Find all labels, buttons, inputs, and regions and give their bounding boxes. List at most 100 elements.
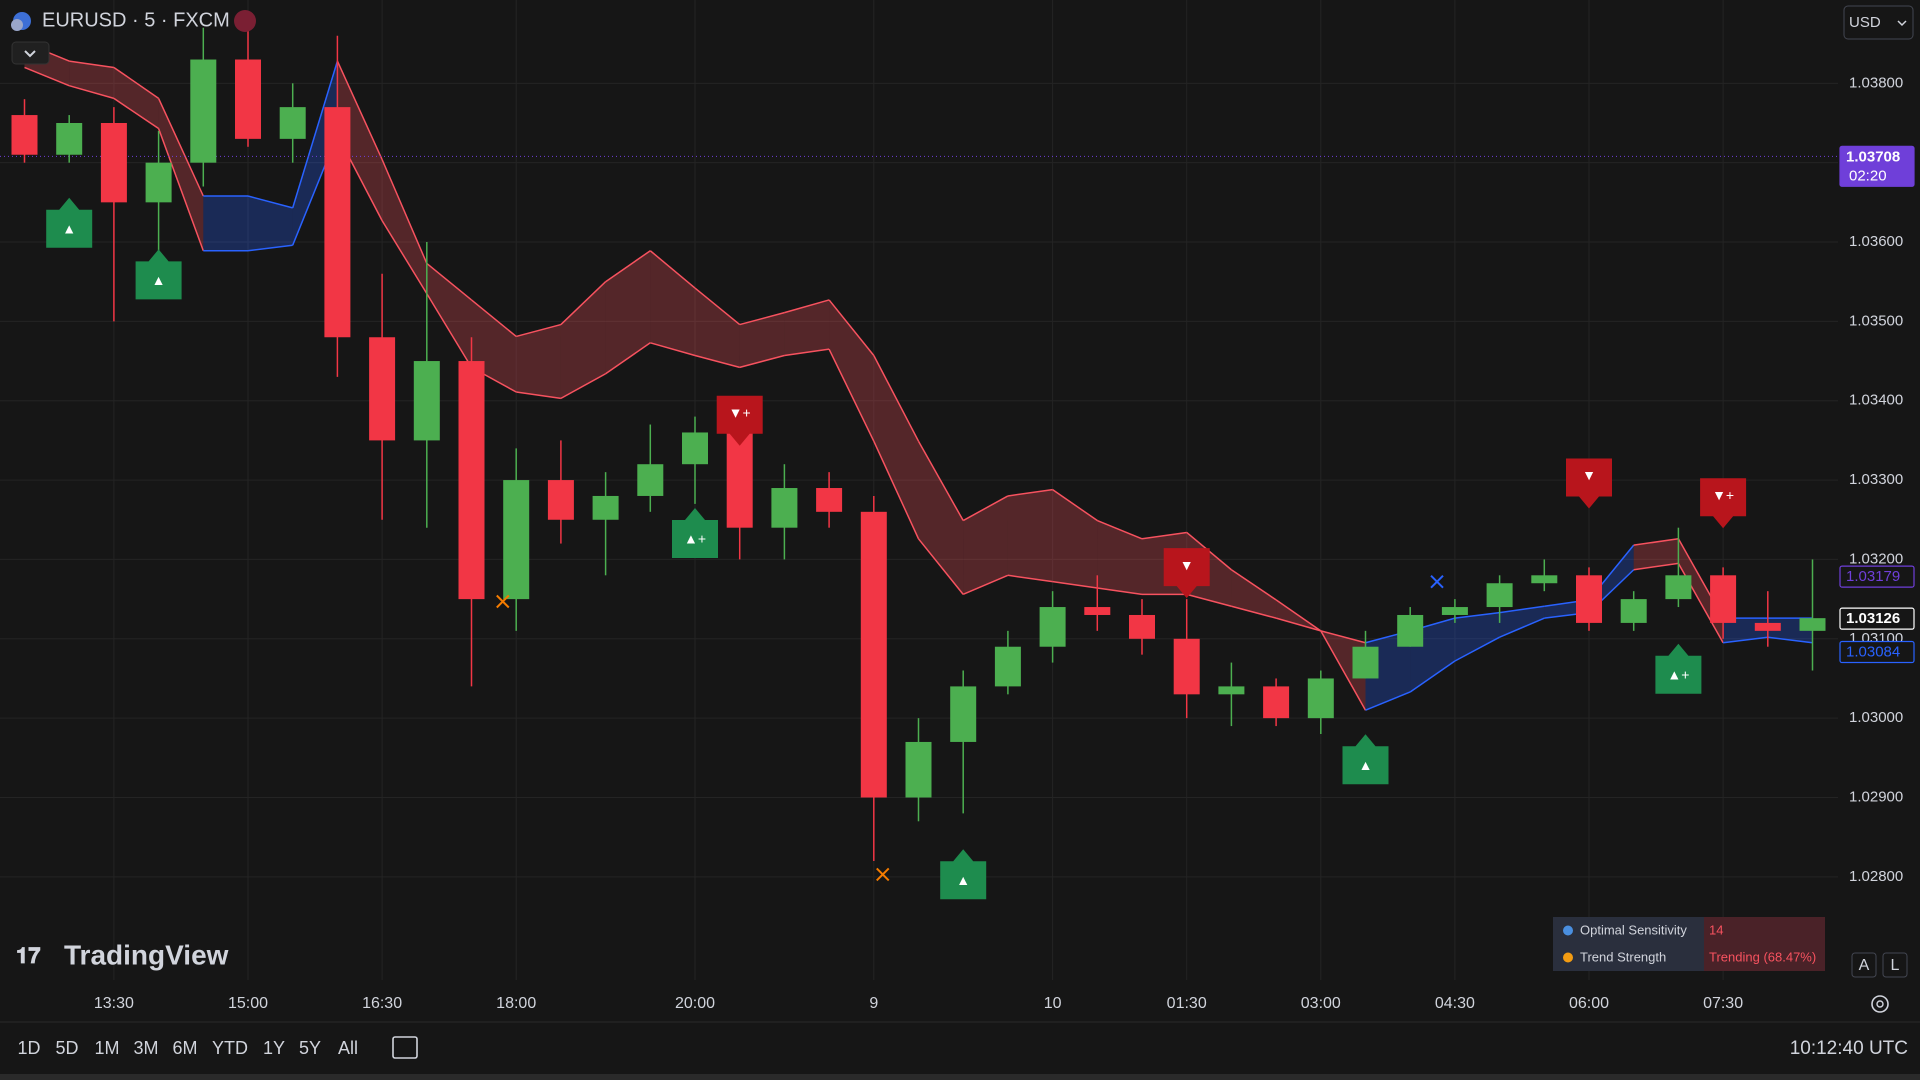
signal-label: ▼ [1180, 557, 1194, 573]
band-upper [1141, 531, 1187, 540]
band-lower [1454, 636, 1500, 662]
candle-body [413, 361, 440, 441]
candle-body [190, 59, 217, 163]
price-label-box [1839, 607, 1915, 630]
candle-body [1218, 686, 1245, 695]
info-table: Optimal Sensitivity 14 Trend Strength Trend… [1553, 917, 1825, 971]
candle-body [637, 464, 664, 496]
candle-body [503, 480, 530, 600]
band-upper [1633, 538, 1679, 546]
signal-marker [135, 249, 182, 300]
cross-marker [876, 867, 890, 882]
range-button[interactable]: 5Y [299, 1038, 321, 1058]
band-lower [560, 373, 606, 400]
collapse-icon [24, 50, 36, 58]
range-button[interactable]: 6M [172, 1038, 197, 1058]
signal-marker [1700, 478, 1747, 529]
range-button[interactable]: 1M [94, 1038, 119, 1058]
table-icon [1563, 925, 1573, 936]
band-lower [1409, 660, 1456, 693]
price-label: 1.03179 [1846, 568, 1900, 585]
range-button[interactable]: All [338, 1038, 358, 1058]
band-upper [1275, 599, 1322, 632]
range-button[interactable]: 1D [17, 1038, 40, 1058]
band-upper [471, 299, 517, 338]
collapse-button[interactable] [11, 41, 50, 65]
range-button[interactable]: 5D [55, 1038, 78, 1058]
signal-label: ▲ [62, 220, 76, 236]
settings-button[interactable] [1871, 995, 1889, 1013]
band-upper [1499, 605, 1545, 614]
table-value: Trending (68.47%) [1709, 949, 1816, 964]
toolbar: 1D 5D 1M 3M 6M YTD 1Y 5Y All [17, 1038, 358, 1058]
logo-text: TradingView [64, 939, 229, 970]
date-range-button[interactable] [392, 1036, 418, 1059]
symbol-title[interactable]: EURUSD · 5 · FXCM [42, 9, 230, 31]
currency-label: USD [1849, 14, 1881, 31]
candle-body [1665, 575, 1692, 600]
signal-label: ▲+ [1667, 666, 1689, 682]
band-fill [1499, 606, 1545, 638]
band-lower [1186, 593, 1232, 607]
x-tick-label: 13:30 [94, 995, 134, 1012]
band-fill [784, 299, 830, 356]
band-fill [113, 67, 159, 129]
band-fill [918, 441, 964, 595]
currency-button[interactable] [1843, 5, 1914, 40]
band-upper [1097, 519, 1143, 540]
band-lower [873, 440, 920, 540]
x-tick-label: 03:00 [1301, 995, 1341, 1012]
candle-body [860, 511, 887, 798]
band-fill [963, 495, 1008, 595]
candle-body [592, 495, 619, 520]
axis-button[interactable] [1851, 952, 1877, 978]
range-button[interactable]: 3M [133, 1038, 158, 1058]
candle-body [235, 59, 261, 139]
candle-body [1352, 646, 1379, 679]
range-button[interactable]: YTD [212, 1038, 248, 1058]
x-tick-label: 01:30 [1167, 995, 1207, 1012]
signal-label: ▲ [152, 272, 166, 288]
settings-icon [1876, 1000, 1884, 1008]
y-tick-label: 1.03300 [1849, 471, 1903, 488]
signal-label: ▼+ [1712, 487, 1734, 503]
band-fill [1052, 489, 1098, 588]
cross-marker [1430, 574, 1444, 589]
candle-body [1799, 618, 1826, 631]
symbol-icon [11, 19, 23, 31]
band-fill [1231, 569, 1277, 619]
candle-body [1441, 607, 1468, 615]
band-lower [605, 342, 651, 375]
signal-label: ▲+ [684, 531, 706, 547]
signal-marker [1566, 458, 1612, 509]
indicator-icon[interactable] [234, 10, 256, 32]
candle-body [1173, 638, 1200, 695]
signal-label: ▲ [956, 872, 970, 888]
x-tick-label: 04:30 [1435, 995, 1475, 1012]
table-key-cell [1553, 944, 1704, 971]
band-upper [917, 440, 964, 521]
signal-marker [1655, 643, 1702, 694]
band-upper [113, 66, 160, 100]
band-lower [1767, 636, 1813, 644]
candle-body [1084, 607, 1111, 615]
candle-body [369, 337, 396, 441]
range-button[interactable]: 1Y [263, 1038, 285, 1058]
candle-body [1129, 614, 1155, 639]
band-upper [381, 159, 428, 264]
candle-body [547, 480, 574, 520]
signal-label: ▼+ [729, 404, 751, 420]
axis-button[interactable] [1882, 952, 1908, 978]
band-upper [962, 495, 1009, 522]
band-fill [1007, 489, 1053, 582]
x-tick-label: 06:00 [1569, 995, 1609, 1012]
band-lower [739, 354, 785, 369]
x-tick-label: 15:00 [228, 995, 268, 1012]
band-upper [605, 250, 651, 283]
band-upper [1052, 488, 1098, 522]
currency-caret [1897, 20, 1907, 27]
candle-body [816, 488, 843, 512]
signal-label: ▲ [1359, 757, 1373, 773]
